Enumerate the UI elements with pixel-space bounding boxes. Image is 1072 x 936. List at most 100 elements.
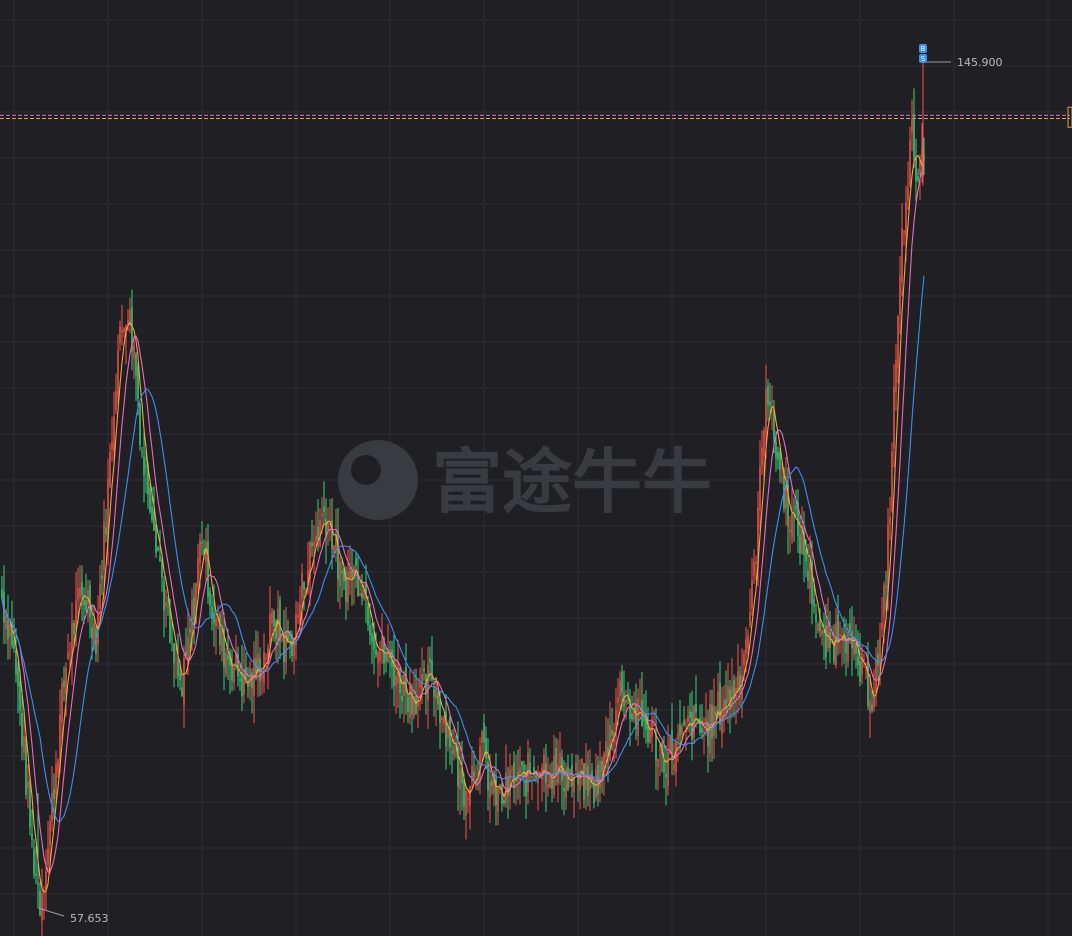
candle-body bbox=[303, 581, 305, 590]
candle-body bbox=[761, 447, 763, 466]
candle-body bbox=[645, 714, 647, 730]
candle-body bbox=[575, 762, 577, 772]
candle-body bbox=[223, 628, 225, 667]
candle-body bbox=[11, 621, 13, 646]
candle-body bbox=[431, 660, 433, 680]
trade-badges[interactable]: BS bbox=[919, 44, 927, 63]
reference-lines bbox=[0, 114, 1070, 120]
candle-body bbox=[65, 667, 67, 694]
candle-body bbox=[553, 755, 555, 795]
candle-body bbox=[913, 115, 915, 158]
candle-body bbox=[137, 366, 139, 399]
candle-body bbox=[3, 591, 5, 623]
candle-body bbox=[59, 714, 61, 770]
ma-line bbox=[1, 275, 925, 823]
candle-body bbox=[257, 653, 259, 673]
candle-body bbox=[195, 583, 197, 623]
candle-body bbox=[587, 766, 589, 796]
candle-body bbox=[825, 625, 827, 658]
candle-body bbox=[339, 562, 341, 587]
candle-body bbox=[657, 759, 659, 768]
candle-body bbox=[695, 704, 697, 713]
candle-body bbox=[767, 385, 769, 405]
candle-body bbox=[41, 893, 43, 921]
candle-body bbox=[483, 722, 485, 743]
trade-badge-label: B bbox=[921, 45, 926, 53]
candle-body bbox=[33, 848, 35, 875]
candle-body bbox=[625, 700, 627, 704]
candle-body bbox=[25, 736, 27, 795]
candle-body bbox=[323, 506, 325, 512]
candle-body bbox=[387, 649, 389, 663]
candle-body bbox=[899, 275, 901, 316]
candle-body bbox=[859, 661, 861, 682]
candle-body bbox=[679, 724, 681, 736]
candle-body bbox=[385, 653, 387, 661]
candle-body bbox=[197, 558, 199, 587]
candle-body bbox=[343, 567, 345, 582]
candle-body bbox=[741, 674, 743, 700]
candle-body bbox=[791, 512, 793, 538]
candle-body bbox=[375, 649, 377, 656]
candle-body bbox=[643, 717, 645, 722]
candle-body bbox=[31, 833, 33, 840]
candle-body bbox=[61, 683, 63, 723]
candle-body bbox=[73, 623, 75, 635]
candle-body bbox=[529, 762, 531, 774]
candle-body bbox=[155, 524, 157, 554]
candle-body bbox=[341, 570, 343, 574]
candle-body bbox=[581, 759, 583, 764]
candle-body bbox=[893, 386, 895, 449]
candle-body bbox=[237, 653, 239, 677]
candle-body bbox=[361, 593, 363, 598]
trade-badge bbox=[919, 54, 927, 63]
candle-body bbox=[877, 653, 879, 666]
candle-body bbox=[887, 525, 889, 594]
candle-body bbox=[13, 640, 15, 649]
candle-body bbox=[161, 560, 163, 578]
candle-body bbox=[275, 620, 277, 639]
candle-body bbox=[271, 612, 273, 624]
candle-body bbox=[743, 654, 745, 666]
candle-body bbox=[187, 636, 189, 666]
candle-body bbox=[819, 615, 821, 632]
candle-body bbox=[467, 799, 469, 801]
candle-body bbox=[865, 667, 867, 669]
candle-body bbox=[773, 408, 775, 439]
candle-body bbox=[677, 733, 679, 740]
candle-body bbox=[69, 652, 71, 654]
candle-body bbox=[565, 768, 567, 799]
candle-body bbox=[839, 634, 841, 637]
candle-body bbox=[47, 848, 49, 866]
candle-body bbox=[721, 712, 723, 734]
candle-body bbox=[7, 620, 9, 640]
candle-body bbox=[745, 639, 747, 654]
candle-body bbox=[185, 651, 187, 657]
candle-body bbox=[637, 698, 639, 736]
candle-body bbox=[821, 630, 823, 636]
candle-body bbox=[15, 650, 17, 675]
candle-body bbox=[249, 668, 251, 687]
candle-body bbox=[635, 703, 637, 729]
candle-body bbox=[725, 699, 727, 710]
candle-body bbox=[207, 541, 209, 597]
candle-body bbox=[487, 761, 489, 791]
candle-body bbox=[57, 761, 59, 773]
candle-body bbox=[165, 602, 167, 607]
candle-body bbox=[703, 731, 705, 733]
candle-body bbox=[399, 668, 401, 694]
candle-body bbox=[429, 658, 431, 663]
candle-body bbox=[709, 703, 711, 754]
candle-body bbox=[119, 326, 121, 343]
candle-body bbox=[631, 713, 633, 720]
candle-body bbox=[83, 600, 85, 606]
candle-body bbox=[49, 821, 51, 846]
ma-line bbox=[1, 154, 925, 893]
candle-body bbox=[331, 520, 333, 549]
reference-line-handle[interactable] bbox=[1067, 106, 1072, 128]
candle-body bbox=[719, 682, 721, 725]
candle-body bbox=[105, 527, 107, 535]
candle-body bbox=[35, 874, 37, 876]
